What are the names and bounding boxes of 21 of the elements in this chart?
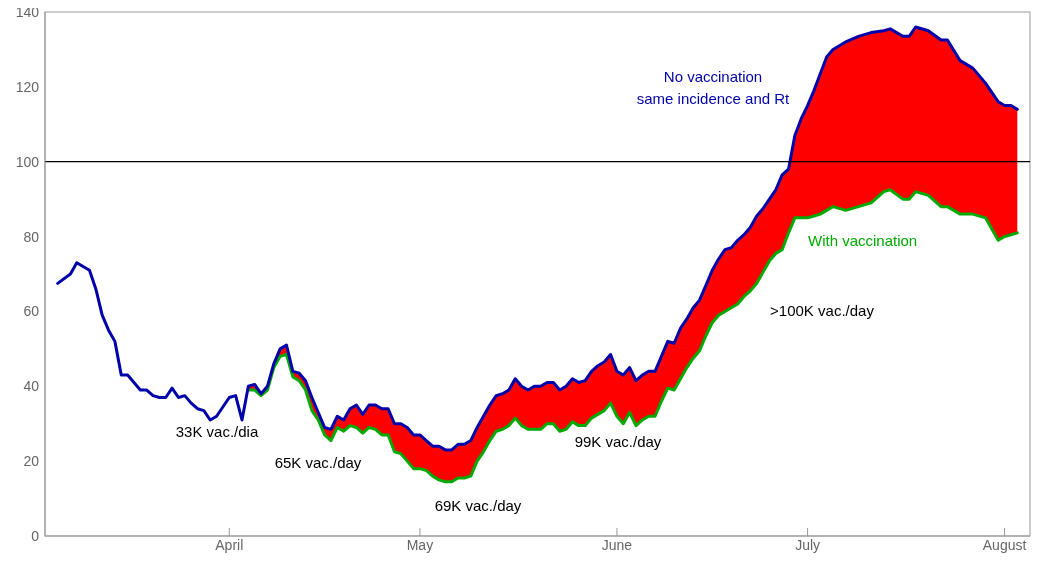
- series-label: No vaccination same incidence and Rt: [636, 67, 790, 109]
- annotation: 33K vac./dia: [175, 423, 259, 440]
- y-tick-label: 60: [23, 303, 40, 320]
- line-series: [56, 25, 1019, 452]
- y-tick-label: 80: [23, 228, 40, 245]
- x-tick-label: August: [982, 536, 1027, 553]
- y-tick-label: 40: [23, 378, 40, 395]
- annotation: >100K vac./day: [770, 302, 874, 319]
- annotation: 99K vac./day: [574, 433, 662, 450]
- y-tick-label: 140: [15, 3, 40, 20]
- y-tick-label: 20: [23, 453, 40, 470]
- annotation: 65K vac./day: [274, 454, 362, 471]
- x-tick-label: April: [215, 536, 244, 553]
- y-tick-label: 120: [15, 78, 40, 95]
- annotation: 69K vac./day: [434, 497, 522, 514]
- series-label: With vaccination: [808, 231, 918, 251]
- x-tick-label: July: [795, 536, 821, 553]
- x-tick-label: May: [406, 536, 434, 553]
- y-tick-label: 0: [31, 527, 40, 544]
- x-tick-label: June: [601, 536, 633, 553]
- y-tick-label: 100: [15, 153, 40, 170]
